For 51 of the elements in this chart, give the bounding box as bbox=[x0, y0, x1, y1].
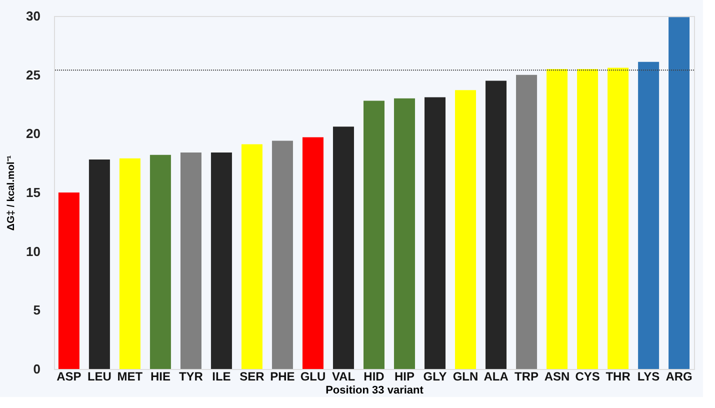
bar bbox=[516, 74, 538, 369]
x-tick-label: GLY bbox=[423, 370, 447, 384]
bar bbox=[424, 97, 446, 369]
y-tick-label: 25 bbox=[26, 67, 40, 82]
x-axis-title: Position 33 variant bbox=[326, 384, 424, 396]
x-tick-label: ASN bbox=[544, 370, 570, 384]
bar bbox=[364, 100, 384, 369]
bar bbox=[119, 158, 140, 369]
x-tick-label: SER bbox=[240, 370, 265, 384]
x-tick-label: GLN bbox=[452, 370, 478, 384]
x-tick-label: GLU bbox=[300, 370, 326, 384]
bar bbox=[241, 144, 262, 369]
bar bbox=[210, 152, 232, 369]
bar bbox=[486, 80, 507, 369]
y-tick-label: 5 bbox=[33, 302, 40, 318]
x-tick-label: PHE bbox=[270, 370, 295, 384]
bar bbox=[150, 154, 171, 369]
x-tick-label: ASP bbox=[56, 370, 82, 384]
x-tick-label: HIP bbox=[394, 370, 415, 384]
x-tick-label: TRP bbox=[514, 370, 539, 384]
bar bbox=[180, 152, 202, 369]
bar bbox=[455, 90, 476, 369]
x-tick-label: HID bbox=[364, 370, 385, 384]
x-tick-label: CYS bbox=[575, 370, 600, 384]
x-tick-label: TYR bbox=[178, 370, 204, 384]
bar bbox=[302, 137, 324, 369]
bar bbox=[394, 98, 416, 369]
bar bbox=[608, 68, 629, 369]
bar bbox=[668, 17, 690, 369]
bar bbox=[272, 140, 293, 369]
y-tick-label: 30 bbox=[26, 8, 40, 24]
y-axis-title: ΔG‡ / kcal.mol⁻¹ bbox=[6, 154, 18, 231]
y-tick-label: 10 bbox=[26, 244, 40, 259]
x-tick-label: MET bbox=[117, 370, 144, 384]
bar bbox=[577, 68, 598, 369]
y-tick-label: 20 bbox=[26, 126, 40, 142]
x-tick-label: LEU bbox=[87, 370, 112, 384]
x-tick-label: LYS bbox=[637, 370, 660, 384]
bar bbox=[638, 62, 660, 369]
bar bbox=[546, 68, 568, 369]
y-tick-label: 15 bbox=[26, 185, 40, 200]
x-tick-label: VAL bbox=[332, 370, 356, 384]
bar bbox=[88, 160, 110, 369]
x-tick-label: HIE bbox=[150, 370, 170, 384]
bar bbox=[58, 192, 80, 369]
x-tick-label: ARG bbox=[666, 370, 692, 384]
x-tick-label: THR bbox=[606, 370, 631, 384]
y-tick-label: 0 bbox=[33, 362, 40, 376]
x-tick-label: ALA bbox=[484, 370, 509, 384]
bar bbox=[332, 126, 354, 369]
x-tick-label: ILE bbox=[212, 370, 231, 384]
